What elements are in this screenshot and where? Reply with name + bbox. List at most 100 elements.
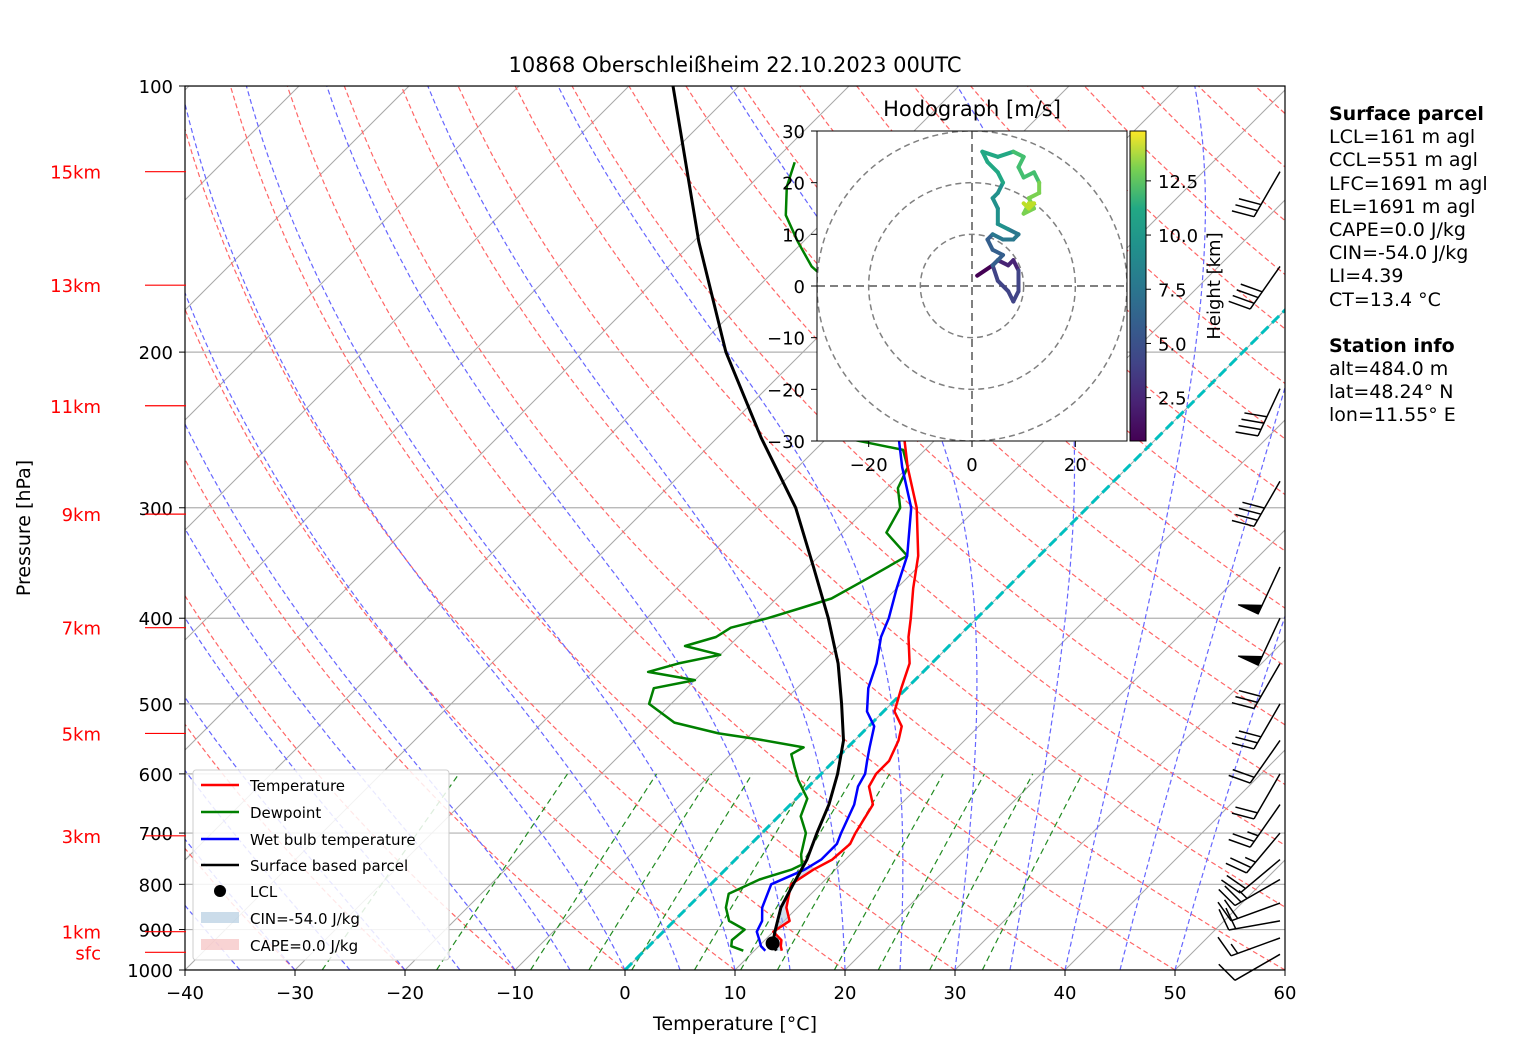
wind-barb-full [1231, 210, 1255, 218]
wind-barb-staff [1246, 832, 1281, 874]
height-label: 5km [62, 724, 101, 745]
x-tick-label: 20 [834, 983, 857, 1004]
wind-barb-full [1238, 730, 1262, 738]
wind-barb-full [1231, 701, 1255, 710]
wind-barb-full [1240, 283, 1263, 293]
moist-adiabat [185, 422, 571, 970]
hodograph-segment [980, 149, 1000, 159]
colorbar-tick-label: 2.5 [1158, 389, 1187, 410]
wind-barb-staff [1249, 804, 1281, 848]
wind-barb-full [1235, 806, 1258, 814]
x-tick-label: −40 [166, 983, 204, 1004]
height-label: 9km [62, 505, 101, 526]
moist-adiabat [185, 904, 241, 970]
surface-line: CT=13.4 °C [1329, 288, 1441, 311]
wind-barb-full [1232, 294, 1255, 305]
x-tick-label: 60 [1274, 983, 1297, 1004]
mixing-ratio-line [588, 773, 713, 970]
colorbar-label: Height [km] [1204, 232, 1225, 339]
station-line: alt=484.0 m [1329, 358, 1449, 381]
x-ticks: −40 −30 −20 −10 0 10 20 30 40 50 60 [166, 970, 1296, 1004]
wind-barb-full [1235, 695, 1258, 704]
hodograph-segment [985, 160, 1000, 175]
y-ticks: 1000 900 800 700 600 500 400 300 200 100 [127, 77, 185, 982]
isotherm [185, 86, 630, 531]
wind-barb-staff [1257, 388, 1281, 437]
moist-adiabat [1119, 385, 1285, 970]
isotherm [185, 86, 850, 751]
y-tick-label: 400 [139, 609, 173, 630]
mixing-ratio-line [436, 773, 568, 970]
wind-barb-staff [1234, 878, 1281, 907]
height-label: 3km [62, 827, 101, 848]
legend-swatch-cape [201, 939, 239, 950]
wind-barb-full [1218, 909, 1230, 931]
isotherm [624, 309, 1285, 970]
mixing-ratio-line [776, 773, 891, 970]
dry-adiabat [185, 594, 516, 970]
mixing-ratio-line [693, 773, 812, 970]
dry-adiabat [343, 86, 1176, 970]
wind-barb-flag [1237, 604, 1263, 615]
wind-barb-staff [1253, 480, 1281, 527]
hodograph-segment [1021, 201, 1031, 211]
hodograph-ring [919, 233, 1025, 339]
wind-barb-full [1224, 885, 1242, 903]
isotherm [954, 639, 1285, 970]
dry-adiabat [856, 86, 1285, 496]
wind-barb-half [1244, 856, 1256, 863]
mixing-ratio-line [833, 773, 944, 970]
legend-label-lcl: LCL [250, 883, 278, 901]
isotherm [185, 86, 520, 421]
legend-label-temperature: Temperature [249, 777, 345, 795]
wind-barb-full [1230, 857, 1252, 869]
wind-barb-flag [1237, 655, 1263, 667]
isotherm [844, 529, 1285, 970]
hodograph-segment [995, 149, 1016, 159]
hodograph-segment [990, 263, 1000, 283]
y-tick-label: 900 [139, 921, 173, 942]
hodo-y-tick-label: −30 [767, 432, 805, 453]
hodograph-segment [995, 278, 1011, 294]
wind-barb-full [1238, 424, 1262, 431]
isotherm [514, 199, 1285, 970]
mixing-ratio-line [530, 773, 658, 970]
wind-barb-full [1228, 300, 1251, 310]
wind-barb-staff [1249, 266, 1281, 310]
wind-barb-half [1247, 831, 1259, 837]
wind-barb-staff [1234, 953, 1281, 981]
x-tick-label: −10 [496, 983, 534, 1004]
wind-barb-staff [1253, 773, 1281, 820]
wind-barb-full [1235, 204, 1258, 212]
height-label: 7km [62, 619, 101, 640]
surface-line: LCL=161 m agl [1329, 126, 1476, 149]
colorbar-tick-label: 5.0 [1158, 334, 1187, 355]
wind-barb-full [1217, 936, 1232, 957]
wind-barb-staff [1253, 703, 1281, 750]
hodograph-trace [975, 149, 1042, 304]
wind-barb-full [1235, 736, 1258, 744]
wind-barb-full [1218, 963, 1236, 981]
height-label: 15km [50, 163, 101, 184]
legend-label-cape: CAPE=0.0 J/kg [250, 937, 358, 955]
hodo-y-tick-label: 0 [794, 277, 805, 298]
x-tick-label: 30 [944, 983, 967, 1004]
hodo-y-tick-label: −20 [767, 380, 805, 401]
lcl-point [765, 936, 780, 951]
wind-barb-staff [1230, 902, 1281, 922]
hodograph-ticks: −20 0 20 30 20 10 0 −10 −20 −30 [767, 122, 1087, 476]
moist-adiabat [1174, 614, 1285, 970]
dry-adiabat [514, 86, 1285, 846]
wind-barb-full [1235, 431, 1259, 437]
height-label: 11km [50, 397, 101, 418]
isotherm [734, 419, 1285, 970]
surface-line: CIN=-54.0 J/kg [1329, 242, 1469, 265]
wind-barb-full [1226, 874, 1246, 890]
surface-line: LI=4.39 [1329, 265, 1404, 288]
hodo-y-tick-label: −10 [767, 329, 805, 350]
hodograph-segment [975, 263, 995, 278]
isotherm [185, 86, 740, 641]
height-label: 1km [62, 923, 101, 944]
moist-adiabat [326, 86, 791, 970]
hodo-y-tick-label: 30 [782, 122, 805, 143]
